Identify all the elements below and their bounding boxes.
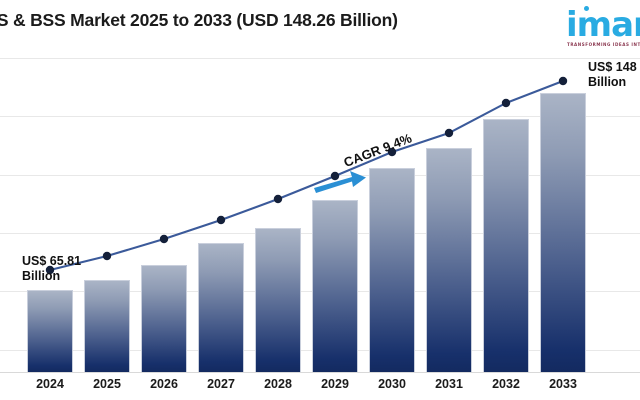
x-axis-label-2028: 2028 xyxy=(264,377,292,391)
bar-2028 xyxy=(255,228,301,372)
bar-2026 xyxy=(141,265,187,372)
trend-marker-2033 xyxy=(558,76,568,86)
end-value-line-2: Billion xyxy=(588,75,627,89)
cagr-label: CAGR 9.4% xyxy=(341,130,414,170)
bar-2033 xyxy=(540,93,586,372)
x-axis-label-2031: 2031 xyxy=(435,377,463,391)
x-axis-label-2030: 2030 xyxy=(378,377,406,391)
bar-2027 xyxy=(198,243,244,372)
trend-marker-2025 xyxy=(102,251,112,261)
end-value-callout: US$ 148 Billion xyxy=(588,60,637,90)
cagr-arrow-icon xyxy=(314,171,366,193)
bar-2029 xyxy=(312,200,358,372)
bar-2024 xyxy=(27,290,73,372)
x-axis-label-2032: 2032 xyxy=(492,377,520,391)
x-axis-label-2026: 2026 xyxy=(150,377,178,391)
logo-tagline: TRANSFORMING IDEAS INT xyxy=(567,42,640,47)
bar-2025 xyxy=(84,280,130,372)
x-axis-label-2025: 2025 xyxy=(93,377,121,391)
x-axis-label-2033: 2033 xyxy=(549,377,577,391)
trend-marker-2032 xyxy=(501,98,511,108)
x-axis-label-2029: 2029 xyxy=(321,377,349,391)
bar-2030 xyxy=(369,168,415,372)
logo-dot-icon xyxy=(584,6,589,11)
x-axis-label-2027: 2027 xyxy=(207,377,235,391)
trend-marker-2031 xyxy=(444,128,454,138)
start-value-line-2: Billion xyxy=(22,269,61,283)
chart-title: OSS & BSS Market 2025 to 2033 (USD 148.2… xyxy=(0,10,398,30)
logo-wordmark: imar xyxy=(566,5,640,45)
start-value-callout: US$ 65.81 Billion xyxy=(22,254,81,284)
imarc-logo: imar TRANSFORMING IDEAS INT xyxy=(566,4,640,50)
trend-marker-2027 xyxy=(216,215,226,225)
start-value-line-1: US$ 65.81 xyxy=(22,254,82,268)
bar-2032 xyxy=(483,119,529,372)
gridline-0 xyxy=(0,58,640,59)
trend-marker-2028 xyxy=(273,194,283,204)
end-value-line-1: US$ 148 xyxy=(588,60,637,74)
chart-baseline xyxy=(0,372,640,373)
trend-marker-2026 xyxy=(159,234,169,244)
bar-2031 xyxy=(426,148,472,372)
x-axis-label-2024: 2024 xyxy=(36,377,64,391)
